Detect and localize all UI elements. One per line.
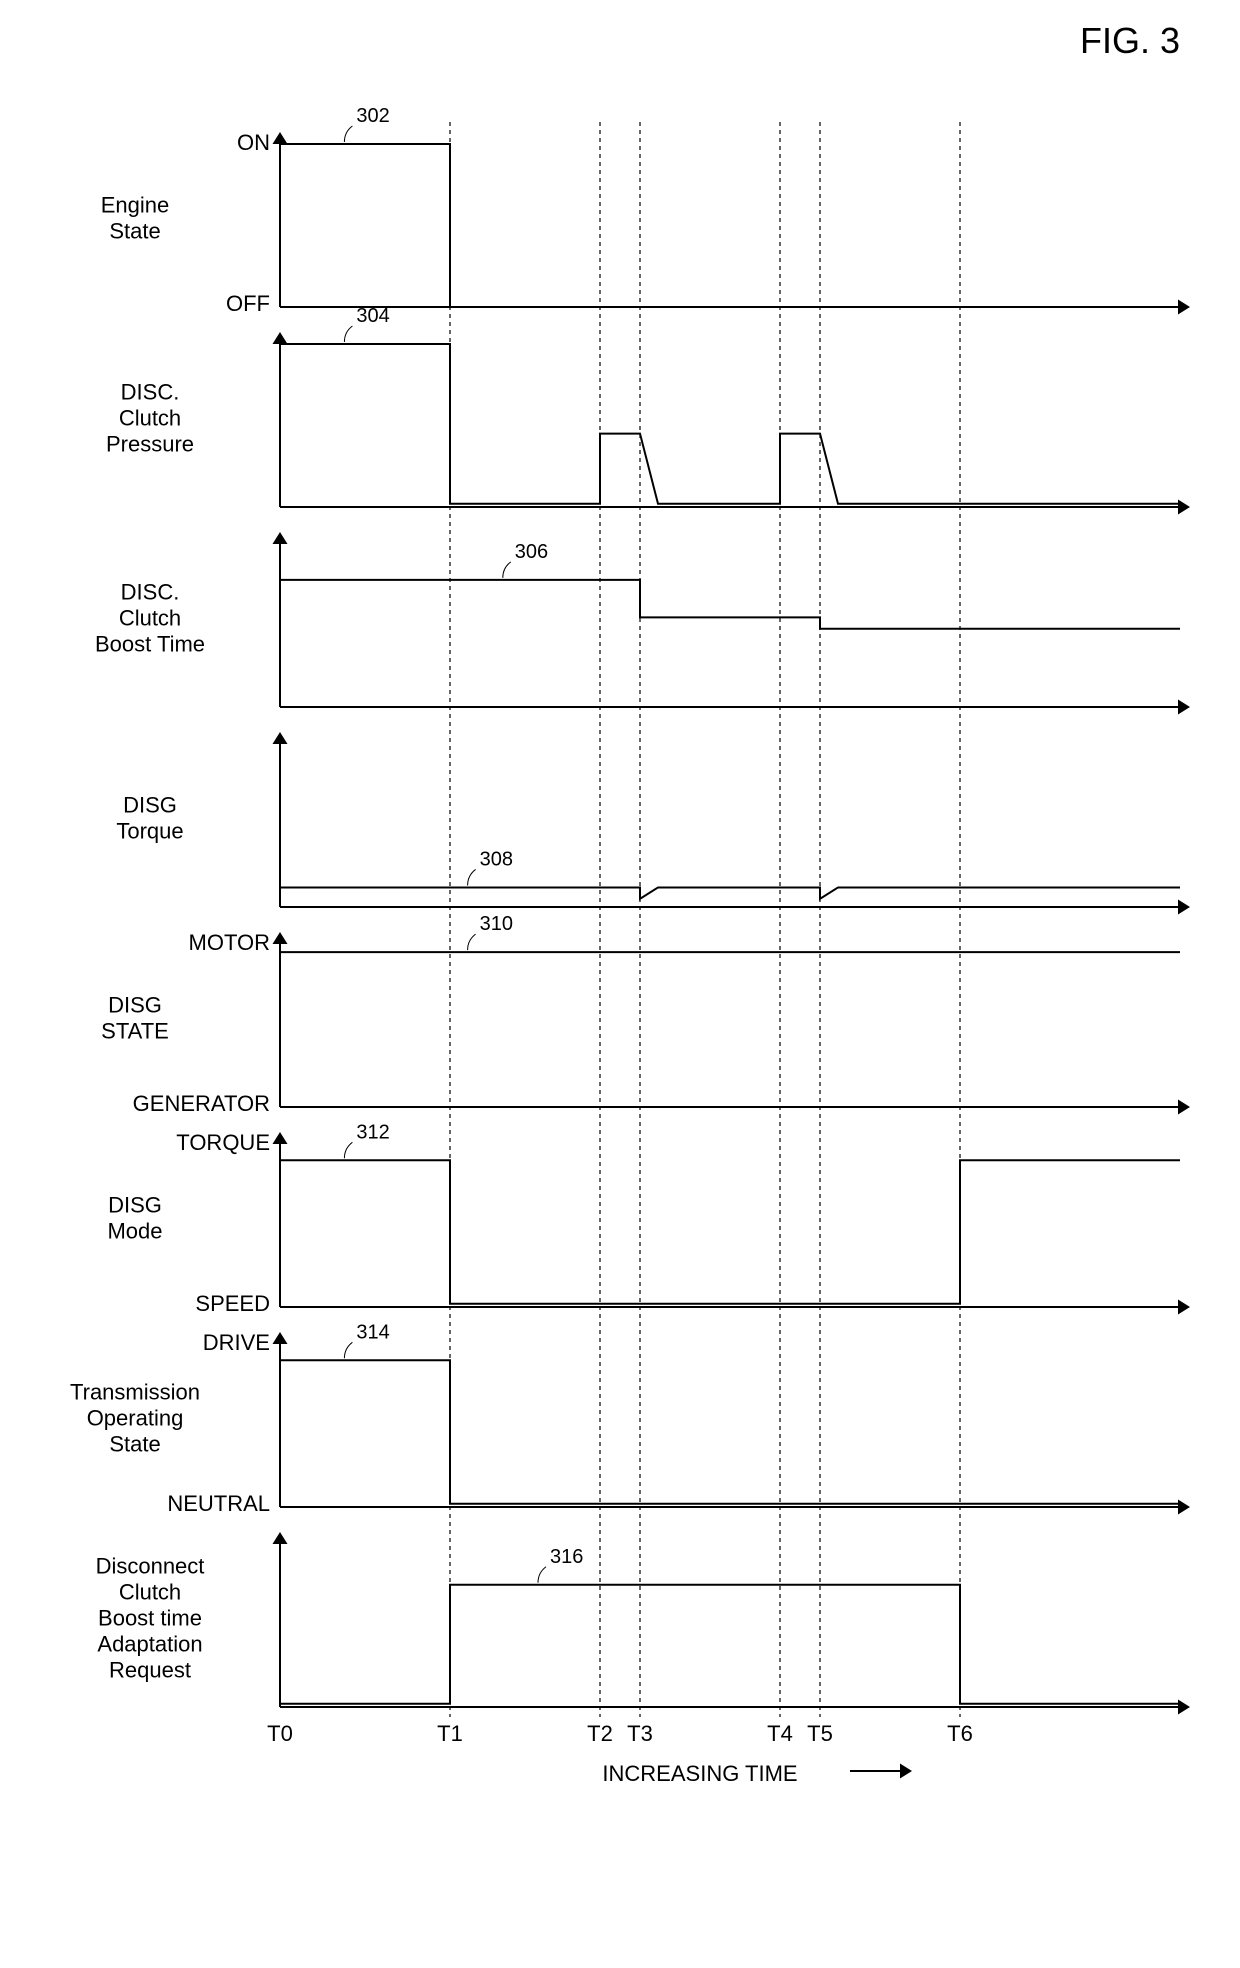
engine-state-ybot: OFF [226, 291, 270, 316]
disg-torque-signal [280, 887, 1180, 898]
time-label-T0: T0 [267, 1721, 293, 1746]
clutch-boost-time-title-2: Boost Time [95, 631, 205, 656]
disg-state-title-1: STATE [101, 1018, 169, 1043]
adaptation-request-title-0: Disconnect [96, 1553, 205, 1578]
disg-mode-signal [280, 1160, 1180, 1303]
clutch-pressure-ref: 304 [356, 305, 389, 327]
disg-torque-title-0: DISG [123, 792, 177, 817]
clutch-boost-time-title-0: DISC. [121, 579, 180, 604]
adaptation-request-title-4: Request [109, 1657, 191, 1682]
clutch-pressure-title-2: Pressure [106, 431, 194, 456]
adaptation-request-ref: 316 [550, 1546, 583, 1568]
engine-state-ref: 302 [356, 105, 389, 127]
clutch-boost-time-ref: 306 [515, 541, 548, 563]
transmission-state-signal [280, 1360, 1180, 1503]
transmission-state-title-0: Transmission [70, 1379, 200, 1404]
engine-state-title-1: State [109, 218, 160, 243]
time-label-T3: T3 [627, 1721, 653, 1746]
clutch-pressure-title-1: Clutch [119, 405, 181, 430]
time-label-T2: T2 [587, 1721, 613, 1746]
disg-state-ybot: GENERATOR [133, 1091, 270, 1116]
time-label-T5: T5 [807, 1721, 833, 1746]
engine-state-ytop: ON [237, 130, 270, 155]
clutch-boost-time-title-1: Clutch [119, 605, 181, 630]
disg-torque-title-1: Torque [116, 818, 183, 843]
transmission-state-title-2: State [109, 1431, 160, 1456]
disg-state-ytop: MOTOR [189, 930, 270, 955]
engine-state-title-0: Engine [101, 192, 170, 217]
transmission-state-title-1: Operating [87, 1405, 184, 1430]
clutch-pressure-signal [280, 344, 1180, 504]
adaptation-request-title-3: Adaptation [97, 1631, 202, 1656]
disg-mode-title-0: DISG [108, 1192, 162, 1217]
disg-torque-ref: 308 [480, 848, 513, 870]
clutch-pressure-title-0: DISC. [121, 379, 180, 404]
adaptation-request-title-1: Clutch [119, 1579, 181, 1604]
disg-mode-ytop: TORQUE [176, 1130, 270, 1155]
x-axis-label: INCREASING TIME [602, 1761, 797, 1786]
time-label-T4: T4 [767, 1721, 793, 1746]
disg-state-ref: 310 [480, 913, 513, 935]
disg-mode-title-1: Mode [107, 1218, 162, 1243]
clutch-boost-time-signal [280, 580, 1180, 629]
transmission-state-ytop: DRIVE [203, 1330, 270, 1355]
time-label-T6: T6 [947, 1721, 973, 1746]
transmission-state-ybot: NEUTRAL [167, 1491, 270, 1516]
disg-state-title-0: DISG [108, 992, 162, 1017]
engine-state-signal [280, 144, 1180, 307]
x-axis-arrow-icon [900, 1764, 912, 1779]
adaptation-request-title-2: Boost time [98, 1605, 202, 1630]
time-label-T1: T1 [437, 1721, 463, 1746]
disg-mode-ref: 312 [356, 1121, 389, 1143]
adaptation-request-signal [280, 1585, 1180, 1704]
transmission-state-ref: 314 [356, 1321, 389, 1343]
timing-diagram: ONOFFEngineState302DISC.ClutchPressure30… [20, 72, 1220, 1922]
disg-mode-ybot: SPEED [195, 1291, 270, 1316]
figure-title: FIG. 3 [20, 20, 1180, 62]
